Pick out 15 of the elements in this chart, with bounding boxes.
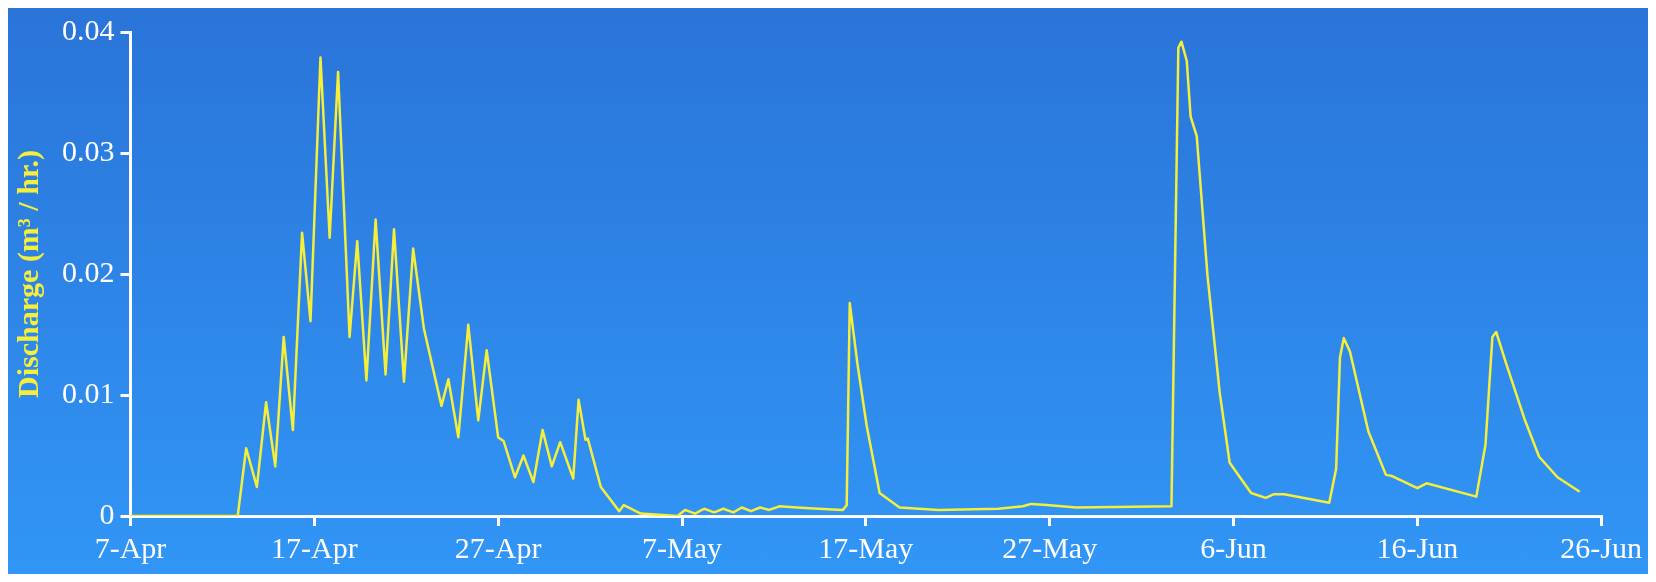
x-tick-label: 27-Apr [454,530,542,564]
x-tick-label: 17-Apr [271,530,358,564]
x-tick-label: 7-Apr [94,530,167,564]
y-axis-title: Discharge (m³ / hr.) [10,150,45,398]
x-tick-label: 6-Jun [1200,530,1267,564]
y-tick-label: 0.01 [62,375,115,409]
y-tick-label: 0 [99,496,115,530]
y-tick-label: 0.02 [62,254,115,288]
x-tick-label: 17-May [818,530,914,564]
x-tick-label: 26-Jun [1560,530,1642,564]
y-tick-label: 0.04 [62,12,115,46]
y-tick-label: 0.03 [62,133,115,167]
x-tick-label: 16-Jun [1376,530,1459,564]
x-tick-label: 7-May [642,530,722,564]
x-tick-label: 27-May [1002,530,1098,564]
